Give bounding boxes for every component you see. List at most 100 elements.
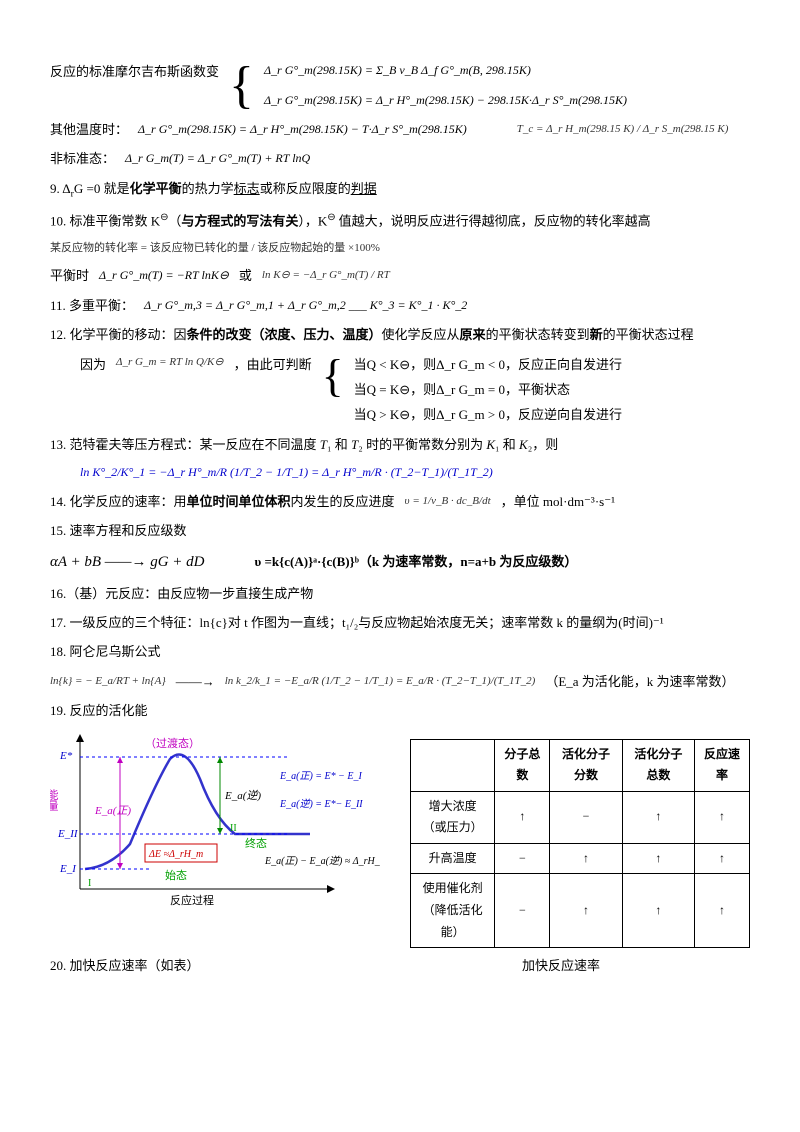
svg-text:I: I xyxy=(88,878,91,889)
case1: 当Q < K⊖，则Δ_r G_m < 0，反应正向自发进行 xyxy=(354,353,622,376)
arrhenius-eq2: ln k_2/k_1 = −E_a/R (1/T_2 − 1/T_1) = E_… xyxy=(225,672,536,692)
cell: ↑ xyxy=(550,874,622,948)
row1-label: 升高温度 xyxy=(411,843,495,874)
svg-text:E_II: E_II xyxy=(57,828,79,840)
reaction-table-wrapper: 分子总数 活化分子分数 活化分子总数 反应速率 增大浓度（或压力） ↑ − ↑ … xyxy=(410,729,750,949)
cell: ↑ xyxy=(694,843,749,874)
eq-label: 平衡时 xyxy=(50,264,89,287)
item-17: 17. 一级反应的三个特征：ln{c}对 t 作图为一直线；t₁/₂与反应物起始… xyxy=(50,611,750,634)
cell: ↑ xyxy=(622,791,694,843)
item13-eq: ln K°_2/K°_1 = −Δ_r H°_m/R (1/T_2 − 1/T_… xyxy=(80,462,750,484)
case3: 当Q > K⊖，则Δ_r G_m > 0，反应逆向自发进行 xyxy=(354,403,622,426)
item-12: 12. 化学平衡的移动：因条件的改变（浓度、压力、温度）使化学反应从原来的平衡状… xyxy=(50,323,750,346)
item14-text: 14. 化学反应的速率：用单位时间单位体积内发生的反应进度 xyxy=(50,490,395,513)
item14-unit: ，单位 mol·dm⁻³·s⁻¹ xyxy=(501,490,615,513)
reaction-table: 分子总数 活化分子分数 活化分子总数 反应速率 增大浓度（或压力） ↑ − ↑ … xyxy=(410,739,750,949)
item-16: 16.（基）元反应：由反应物一步直接生成产物 xyxy=(50,582,750,605)
other-temp-line: 其他温度时： Δ_r G°_m(298.15K) = Δ_r H°_m(298.… xyxy=(50,118,750,141)
th-rate: 反应速率 xyxy=(694,739,749,791)
item-9: 9. ΔrG =0 就是化学平衡的热力学标志或称反应限度的判据 xyxy=(50,177,750,203)
judge-label: ，由此可判断 xyxy=(234,353,312,376)
brace-left: { xyxy=(229,60,254,112)
item11-label: 11. 多重平衡： xyxy=(50,294,134,317)
case2: 当Q = K⊖，则Δ_r G_m = 0，平衡状态 xyxy=(354,378,622,401)
item12-eq: Δ_r G_m = RT ln Q/K⊖ xyxy=(116,353,224,373)
svg-text:E*: E* xyxy=(59,750,73,762)
tc-eq: T_c = Δ_r H_m(298.15 K) / Δ_r S_m(298.15… xyxy=(517,120,729,140)
table-row: 升高温度 − ↑ ↑ ↑ xyxy=(411,843,750,874)
svg-text:终态: 终态 xyxy=(245,836,267,850)
reaction-eq: αA + bB ——→ gG + dD xyxy=(50,549,205,576)
svg-text:E_a(正): E_a(正) xyxy=(94,805,131,817)
cell: ↑ xyxy=(495,791,550,843)
item11-eq: Δ_r G°_m,3 = Δ_r G°_m,1 + Δ_r G°_m,2 ___… xyxy=(144,295,467,317)
arrhenius-note: （E_a 为活化能，k 为速率常数） xyxy=(545,670,734,693)
cell: ↑ xyxy=(622,874,694,948)
non-std-eq: Δ_r G_m(T) = Δ_r G°_m(T) + RT lnQ xyxy=(125,148,310,170)
cell: ↑ xyxy=(694,791,749,843)
table-row: 增大浓度（或压力） ↑ − ↑ ↑ xyxy=(411,791,750,843)
gibbs-eq1: Δ_r G°_m(298.15K) = Σ_B ν_B Δ_f G°_m(B, … xyxy=(264,60,627,82)
non-std-line: 非标准态： Δ_r G_m(T) = Δ_r G°_m(T) + RT lnQ xyxy=(50,147,750,170)
gibbs-eq2: Δ_r G°_m(298.15K) = Δ_r H°_m(298.15K) − … xyxy=(264,90,627,112)
judge-cases: 当Q < K⊖，则Δ_r G_m < 0，反应正向自发进行 当Q = K⊖，则Δ… xyxy=(354,353,622,427)
svg-text:E_I: E_I xyxy=(59,863,77,875)
svg-text:E_a(逆) = E*− E_II: E_a(逆) = E*− E_II xyxy=(279,798,363,810)
intro-text: 反应的标准摩尔吉布斯函数变 xyxy=(50,60,219,83)
svg-text:ΔE ≈Δ_rH_m: ΔE ≈Δ_rH_m xyxy=(148,849,203,860)
th-blank xyxy=(411,739,495,791)
arrhenius-eq1: ln{k} = − E_a/RT + ln{A} xyxy=(50,672,166,692)
item-18-label: 18. 阿仑尼乌斯公式 xyxy=(50,640,750,663)
item-13: 13. 范特霍夫等压方程式：某一反应在不同温度 T₁ 和 T₂ 时的平衡常数分别… xyxy=(50,433,750,456)
svg-text:E_a(正) − E_a(逆) ≈ Δ_rH_m: E_a(正) − E_a(逆) ≈ Δ_rH_m xyxy=(264,855,380,867)
item-12-judge: 因为 Δ_r G_m = RT ln Q/K⊖ ，由此可判断 { 当Q < K⊖… xyxy=(80,353,750,427)
table-row: 使用催化剂（降低活化能） − ↑ ↑ ↑ xyxy=(411,874,750,948)
energy-diagram: ΔE ≈Δ_rH_m （过渡态） E_a(正) E_a(逆) 终态 始态 I I… xyxy=(50,729,380,909)
item-20: 20. 加快反应速率（如表） xyxy=(50,954,200,977)
item-20-row: 20. 加快反应速率（如表） 加快反应速率 xyxy=(50,954,750,977)
item-10: 10. 标准平衡常数 K⊖（与方程式的写法有关），K⊖ 值越大，说明反应进行得越… xyxy=(50,209,750,233)
svg-text:II: II xyxy=(230,823,237,834)
eq-eq2: ln K⊖ = −Δ_r G°_m(T) / RT xyxy=(262,266,390,286)
because-label: 因为 xyxy=(80,353,106,376)
item14-eq: υ = 1/ν_B · dc_B/dt xyxy=(405,492,491,512)
th-total: 分子总数 xyxy=(495,739,550,791)
non-std-label: 非标准态： xyxy=(50,147,115,170)
table-header-row: 分子总数 活化分子分数 活化分子总数 反应速率 xyxy=(411,739,750,791)
svg-text:始态: 始态 xyxy=(165,868,187,882)
other-temp-label: 其他温度时： xyxy=(50,118,128,141)
brace-content: Δ_r G°_m(298.15K) = Σ_B ν_B Δ_f G°_m(B, … xyxy=(264,60,627,111)
svg-text:能量: 能量 xyxy=(50,787,59,810)
item-19: 19. 反应的活化能 xyxy=(50,699,750,722)
cell: ↑ xyxy=(550,843,622,874)
eq-eq1: Δ_r G°_m(T) = −RT lnK⊖ xyxy=(99,265,229,287)
item-15-label: 15. 速率方程和反应级数 xyxy=(50,519,750,542)
equilibrium-line: 平衡时 Δ_r G°_m(T) = −RT lnK⊖ 或 ln K⊖ = −Δ_… xyxy=(50,264,750,287)
svg-text:E_a(逆): E_a(逆) xyxy=(224,789,261,802)
other-temp-eq: Δ_r G°_m(298.15K) = Δ_r H°_m(298.15K) − … xyxy=(138,119,467,141)
th-active-total: 活化分子总数 xyxy=(622,739,694,791)
rate-eq: υ =k{c(A)}ᵃ·{c(B)}ᵇ（k 为速率常数，n=a+b 为反应级数） xyxy=(255,550,578,573)
eq-or: 或 xyxy=(239,264,252,287)
cell: ↑ xyxy=(694,874,749,948)
table-caption: 加快反应速率 xyxy=(522,954,600,977)
conversion-rate: 某反应物的转化率 = 该反应物已转化的量 / 该反应物起始的量 ×100% xyxy=(50,239,750,259)
cell: − xyxy=(495,843,550,874)
arrow-icon: ——→ xyxy=(176,670,215,693)
svg-text:反应过程: 反应过程 xyxy=(170,893,214,907)
energy-curve-svg: ΔE ≈Δ_rH_m （过渡态） E_a(正) E_a(逆) 终态 始态 I I… xyxy=(50,729,380,909)
svg-text:E_a(正) = E* − E_I: E_a(正) = E* − E_I xyxy=(279,771,362,782)
brace-judge: { xyxy=(322,353,344,399)
cell: − xyxy=(550,791,622,843)
item-18-eq: ln{k} = − E_a/RT + ln{A} ——→ ln k_2/k_1 … xyxy=(50,670,750,693)
th-fraction: 活化分子分数 xyxy=(550,739,622,791)
cell: ↑ xyxy=(622,843,694,874)
diagram-and-table: ΔE ≈Δ_rH_m （过渡态） E_a(正) E_a(逆) 终态 始态 I I… xyxy=(50,729,750,949)
svg-text:（过渡态）: （过渡态） xyxy=(145,736,200,750)
item-14: 14. 化学反应的速率：用单位时间单位体积内发生的反应进度 υ = 1/ν_B … xyxy=(50,490,750,513)
row2-label: 使用催化剂（降低活化能） xyxy=(411,874,495,948)
item-15-eq: αA + bB ——→ gG + dD υ =k{c(A)}ᵃ·{c(B)}ᵇ（… xyxy=(50,549,750,576)
item-11: 11. 多重平衡： Δ_r G°_m,3 = Δ_r G°_m,1 + Δ_r … xyxy=(50,294,750,317)
row0-label: 增大浓度（或压力） xyxy=(411,791,495,843)
cell: − xyxy=(495,874,550,948)
